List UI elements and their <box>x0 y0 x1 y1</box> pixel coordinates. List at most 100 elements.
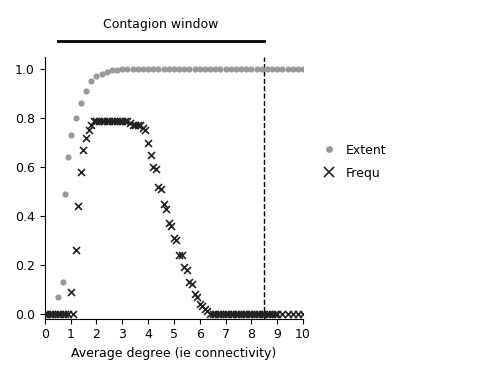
Point <box>67 289 75 295</box>
Point <box>284 66 292 72</box>
Point <box>170 235 178 241</box>
Point <box>289 311 297 317</box>
Point <box>43 311 51 317</box>
Point <box>214 311 222 317</box>
Point <box>211 66 219 72</box>
Point <box>134 66 142 72</box>
Point <box>252 311 260 317</box>
Point <box>227 311 235 317</box>
Point <box>198 303 206 309</box>
Point <box>237 66 245 72</box>
Point <box>72 247 80 253</box>
Point <box>121 117 129 123</box>
Point <box>77 169 85 175</box>
Point <box>235 311 243 317</box>
Point <box>54 311 62 317</box>
Point <box>97 117 105 123</box>
Point <box>294 66 302 72</box>
Point <box>160 66 167 72</box>
Point <box>273 66 281 72</box>
Point <box>209 311 217 317</box>
Point <box>155 184 163 190</box>
Point <box>260 311 268 317</box>
Text: Contagion window: Contagion window <box>103 18 219 31</box>
Point <box>160 201 167 207</box>
Point <box>118 117 126 123</box>
Point <box>64 311 72 317</box>
Point <box>59 311 67 317</box>
Point <box>211 311 219 317</box>
Point <box>185 66 193 72</box>
Point <box>258 66 266 72</box>
Point <box>75 203 83 209</box>
Point <box>142 127 150 133</box>
Point <box>245 311 253 317</box>
Point <box>95 117 103 123</box>
Point <box>278 66 286 72</box>
Point <box>224 311 232 317</box>
Point <box>177 252 185 258</box>
Point <box>46 311 54 317</box>
Point <box>201 66 209 72</box>
Point <box>250 311 258 317</box>
Point <box>201 306 209 312</box>
Point <box>129 66 137 72</box>
Point <box>216 66 224 72</box>
Point <box>222 66 230 72</box>
Point <box>113 117 121 123</box>
Point <box>51 311 59 317</box>
Point <box>69 311 77 317</box>
Point <box>144 140 152 146</box>
Point <box>263 311 271 317</box>
Point <box>203 308 211 314</box>
Point <box>87 122 95 128</box>
Legend: Extent, Frequ: Extent, Frequ <box>312 139 391 184</box>
Point <box>263 66 271 72</box>
Point <box>255 311 263 317</box>
Point <box>242 311 250 317</box>
Point <box>237 311 245 317</box>
Point <box>92 117 100 123</box>
Point <box>167 223 175 229</box>
Point <box>185 279 193 285</box>
Point <box>82 88 90 94</box>
Point <box>155 66 163 72</box>
Point <box>206 66 214 72</box>
Point <box>222 311 230 317</box>
Point <box>149 66 157 72</box>
Point <box>67 132 75 138</box>
Point <box>294 311 302 317</box>
Point <box>131 122 139 128</box>
Point <box>62 311 70 317</box>
Point <box>180 66 188 72</box>
Point <box>170 66 178 72</box>
Point <box>258 311 266 317</box>
Point <box>103 69 111 75</box>
Point <box>196 66 204 72</box>
Point <box>56 311 64 317</box>
Point <box>108 68 116 74</box>
Point <box>105 117 113 123</box>
Point <box>265 311 273 317</box>
Point <box>190 291 198 297</box>
Point <box>97 71 105 77</box>
Point <box>229 311 237 317</box>
Point <box>84 127 92 133</box>
Point <box>216 311 224 317</box>
Point <box>180 264 188 270</box>
Point <box>123 117 131 123</box>
Point <box>206 311 214 317</box>
Point <box>248 311 255 317</box>
Point <box>100 117 108 123</box>
Point <box>113 67 121 73</box>
Point <box>165 220 172 226</box>
Point <box>87 78 95 84</box>
X-axis label: Average degree (ie connectivity): Average degree (ie connectivity) <box>71 347 276 360</box>
Point <box>110 117 118 123</box>
Point <box>54 294 62 300</box>
Point <box>72 115 80 121</box>
Point <box>196 301 204 307</box>
Point <box>82 135 90 141</box>
Point <box>273 311 281 317</box>
Point <box>116 117 124 123</box>
